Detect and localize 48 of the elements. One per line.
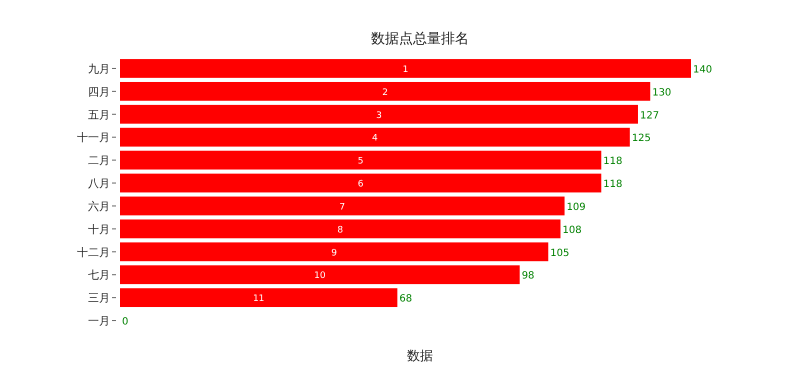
data-label: 125	[632, 133, 651, 144]
data-label: 108	[562, 224, 582, 236]
y-tick-label: 八月	[88, 177, 110, 190]
y-tick-label: 四月	[88, 85, 110, 98]
y-tick-label: 五月	[88, 108, 110, 122]
data-label: 130	[652, 87, 672, 98]
data-label: 118	[603, 179, 622, 190]
data-label: 140	[693, 64, 712, 76]
x-axis-title: 数据	[407, 349, 433, 364]
bar	[120, 82, 650, 101]
bar	[120, 104, 638, 124]
data-label: 0	[122, 316, 128, 328]
y-tick-label: 三月	[88, 292, 110, 305]
bar	[120, 174, 602, 192]
annotation: 10	[314, 271, 326, 282]
annotation: 2	[382, 88, 388, 98]
y-tick-label: 二月	[88, 154, 110, 168]
y-tick-label: 十二月	[77, 246, 110, 259]
chart-title: 数据点总量排名	[371, 31, 469, 47]
annotation: 9	[331, 248, 338, 258]
data-label: 118	[603, 156, 622, 168]
data-label: 105	[550, 248, 570, 259]
data-label: 127	[640, 110, 660, 122]
bar	[120, 59, 691, 78]
y-tick-label: 十一月	[77, 131, 110, 144]
annotation: 4	[372, 134, 378, 144]
y-tick-label: 七月	[88, 268, 110, 282]
bar	[120, 128, 630, 147]
y-tick-label: 一月	[88, 314, 110, 328]
data-label: 68	[399, 294, 412, 305]
y-tick-label: 十月	[88, 222, 110, 236]
annotation: 6	[358, 180, 364, 190]
bar	[120, 150, 602, 170]
bar	[120, 288, 398, 308]
annotation: 1	[402, 64, 408, 75]
data-label: 109	[566, 202, 586, 213]
y-tick-label: 九月	[88, 62, 110, 76]
annotation: 5	[358, 156, 364, 167]
annotation: 11	[252, 294, 264, 304]
bar	[120, 242, 548, 262]
data-label: 98	[522, 270, 534, 282]
bar	[120, 196, 565, 216]
annotation: 3	[376, 110, 382, 121]
annotation: 7	[339, 202, 346, 212]
annotation: 8	[337, 225, 344, 236]
bar	[120, 265, 520, 284]
bar	[120, 219, 560, 238]
y-tick-label: 六月	[88, 200, 110, 213]
